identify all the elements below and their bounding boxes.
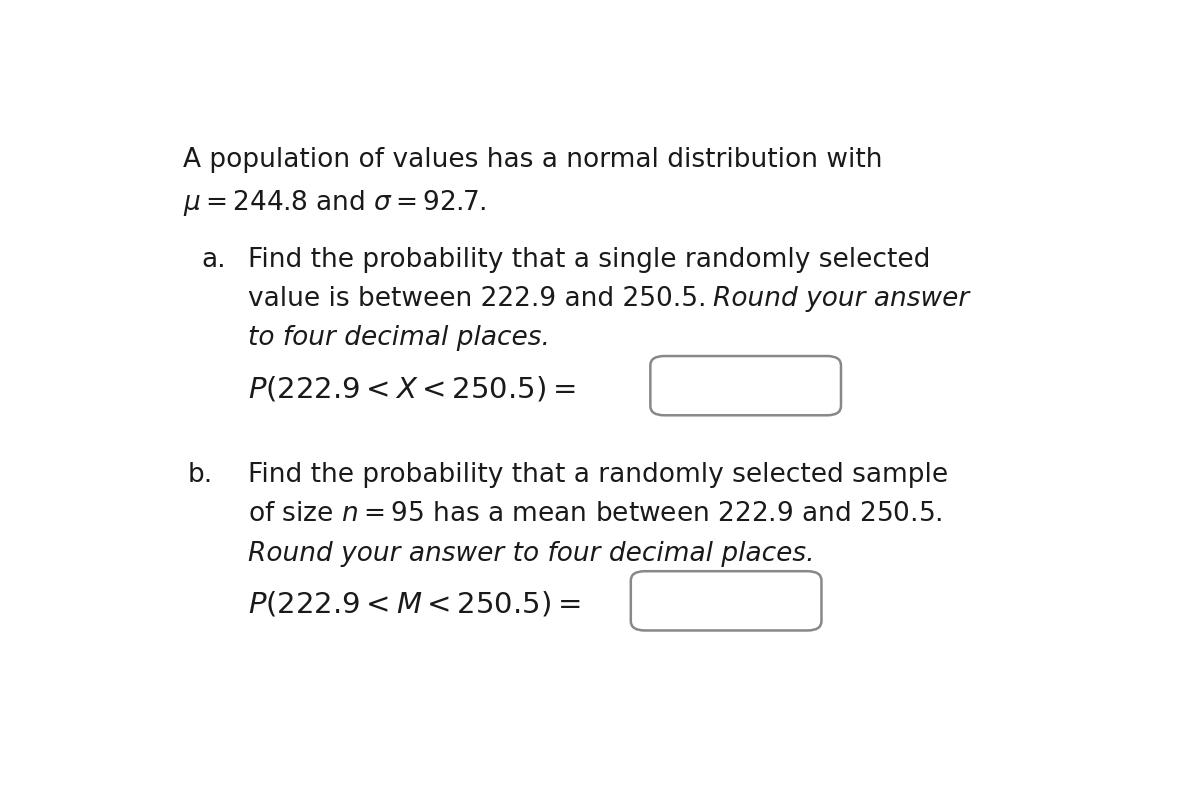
Text: b.: b.	[187, 462, 212, 488]
Text: $\mu = 244.8$ and $\sigma = 92.7$.: $\mu = 244.8$ and $\sigma = 92.7$.	[182, 188, 486, 218]
Text: a.: a.	[202, 247, 226, 273]
FancyBboxPatch shape	[650, 356, 841, 416]
Text: to four decimal places.: to four decimal places.	[247, 326, 550, 352]
Text: $P(222.9 < X < 250.5) =$: $P(222.9 < X < 250.5) =$	[247, 375, 575, 403]
Text: Round your answer to four decimal places.: Round your answer to four decimal places…	[247, 540, 814, 567]
Text: value is between 222.9 and 250.5.: value is between 222.9 and 250.5.	[247, 286, 714, 312]
Text: A population of values has a normal distribution with: A population of values has a normal dist…	[182, 147, 882, 173]
Text: Find the probability that a randomly selected sample: Find the probability that a randomly sel…	[247, 462, 948, 488]
FancyBboxPatch shape	[631, 571, 822, 630]
Text: $P(222.9 < M < 250.5) =$: $P(222.9 < M < 250.5) =$	[247, 590, 581, 619]
Text: Find the probability that a single randomly selected: Find the probability that a single rando…	[247, 247, 930, 273]
Text: Round your answer: Round your answer	[713, 286, 968, 312]
Text: of size $n = 95$ has a mean between 222.9 and 250.5.: of size $n = 95$ has a mean between 222.…	[247, 501, 942, 527]
